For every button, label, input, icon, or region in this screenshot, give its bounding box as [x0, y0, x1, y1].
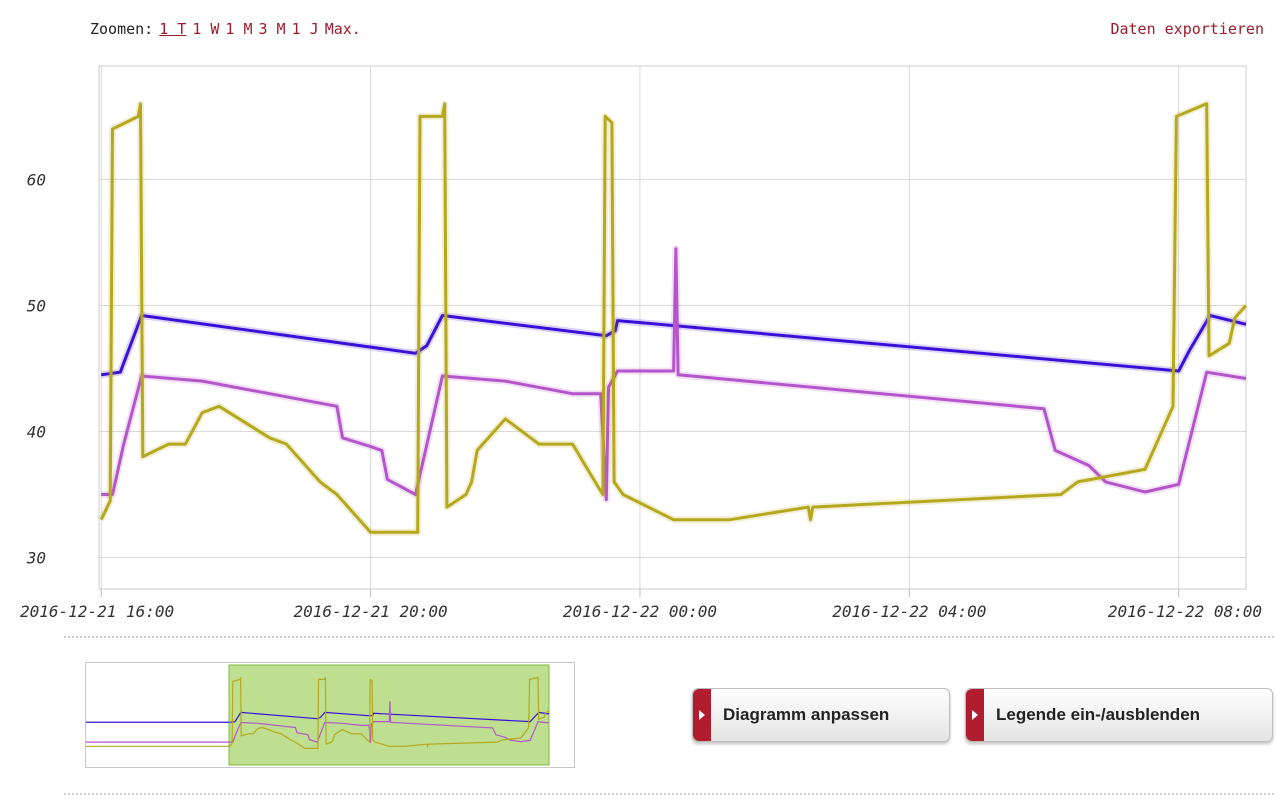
x-tick-label: 2016-12-22 08:00 [1108, 602, 1262, 621]
x-tick-label: 2016-12-21 16:00 [20, 602, 174, 621]
zoom-bar: Zoomen: 1 T 1 W 1 M 3 M 1 J Max. [90, 20, 361, 38]
export-data-link[interactable]: Daten exportieren [1110, 20, 1264, 38]
y-tick-label: 30 [26, 548, 46, 567]
adjust-chart-button[interactable]: Diagramm anpassen [692, 688, 950, 742]
adjust-chart-label: Diagramm anpassen [723, 705, 890, 724]
toggle-legend-button[interactable]: Legende ein-/ausblenden [965, 688, 1273, 742]
zoom-1-week[interactable]: 1 W [192, 20, 220, 38]
navigator[interactable] [85, 662, 575, 768]
arrow-right-icon [966, 689, 984, 741]
y-tick-label: 60 [27, 170, 46, 189]
zoom-3-months[interactable]: 3 M [258, 20, 286, 38]
navigator-series [86, 676, 550, 749]
navigator-line-1 [229, 701, 550, 743]
zoom-1-year[interactable]: 1 J [291, 20, 319, 38]
y-tick-label: 40 [27, 422, 46, 441]
arrow-right-icon [693, 689, 711, 741]
divider-bottom [64, 793, 1274, 795]
series-line-2[interactable] [99, 102, 1248, 534]
zoom-1-month[interactable]: 1 M [225, 20, 253, 38]
x-tick-label: 2016-12-22 04:00 [832, 602, 986, 621]
x-tick-label: 2016-12-22 00:00 [563, 602, 717, 621]
y-axis-ticks: 30 40 50 60 [26, 170, 46, 567]
zoom-label: Zoomen: [90, 20, 154, 38]
y-tick-label: 50 [27, 296, 46, 315]
zoom-1-day[interactable]: 1 T [159, 20, 187, 38]
plot-area-border [98, 65, 1247, 590]
series-glow-1 [101, 245, 1247, 503]
x-tick-label: 2016-12-21 20:00 [294, 602, 448, 621]
series-line-1[interactable] [101, 247, 1247, 501]
toggle-legend-label: Legende ein-/ausblenden [996, 705, 1201, 724]
navigator-line-2 [229, 676, 550, 749]
main-chart[interactable]: 30 40 50 60 2016-12-21 16:00 2016-12-21 20:0… [0, 0, 1280, 640]
zoom-max[interactable]: Max. [324, 20, 361, 38]
divider-top [64, 636, 1274, 638]
x-axis-ticks: 2016-12-21 16:00 2016-12-21 20:00 2016-12-… [20, 589, 1262, 621]
series-layer [98, 100, 1249, 536]
